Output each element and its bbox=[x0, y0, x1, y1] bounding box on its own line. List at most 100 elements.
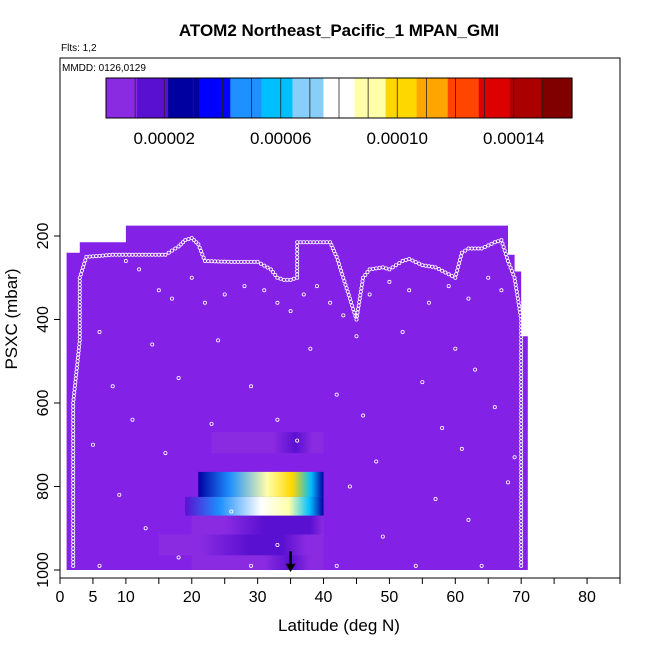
colorbar-cell bbox=[327, 78, 332, 118]
sample-point bbox=[176, 375, 181, 380]
sample-point bbox=[216, 338, 221, 343]
sample-point bbox=[137, 267, 142, 272]
flight-track-point bbox=[459, 250, 464, 255]
colorbar-cell bbox=[117, 78, 123, 118]
colorbar-cell bbox=[331, 78, 336, 118]
colorbar-cell bbox=[420, 78, 426, 118]
colorbar-cell bbox=[509, 78, 515, 118]
colorbar-cell bbox=[490, 78, 495, 118]
sample-point bbox=[407, 288, 412, 293]
flight-track-point bbox=[433, 265, 438, 270]
sample-point bbox=[314, 284, 319, 289]
colorbar-cell bbox=[408, 78, 414, 118]
colorbar-cell bbox=[463, 78, 468, 118]
colorbar-tick-label: 0.00010 bbox=[367, 129, 428, 148]
x-tick-label: 40 bbox=[315, 589, 333, 606]
flight-track-point bbox=[509, 269, 514, 274]
colorbar-cell bbox=[168, 78, 173, 118]
flight-track-point bbox=[351, 307, 356, 312]
flight-track-point bbox=[347, 296, 352, 301]
colorbar-cell bbox=[552, 78, 558, 118]
sample-point bbox=[387, 279, 392, 284]
flight-track-point bbox=[79, 268, 84, 273]
flight-track-point bbox=[519, 563, 524, 568]
flight-track-point bbox=[353, 314, 358, 319]
sample-point bbox=[202, 300, 207, 305]
colorbar-cell bbox=[412, 78, 418, 118]
sample-point bbox=[334, 392, 339, 397]
flight-track-point bbox=[501, 245, 506, 250]
colorbar-cell bbox=[494, 78, 499, 118]
sample-point bbox=[143, 526, 148, 531]
x-tick-label: 5 bbox=[88, 589, 97, 606]
colorbar-cell bbox=[144, 78, 150, 118]
sample-point bbox=[169, 296, 174, 301]
flight-track-point bbox=[198, 249, 203, 254]
sample-point bbox=[486, 275, 491, 280]
sample-point bbox=[361, 413, 366, 418]
anomaly-block bbox=[198, 471, 324, 497]
flight-track-point bbox=[345, 289, 350, 294]
colorbar-tick-label: 0.00006 bbox=[250, 129, 311, 148]
flight-track-point bbox=[508, 265, 513, 270]
sample-point bbox=[446, 284, 451, 289]
colorbar-cell bbox=[164, 78, 169, 118]
sample-point bbox=[97, 563, 102, 568]
colorbar-cell bbox=[125, 78, 130, 118]
colorbar-cell bbox=[529, 78, 534, 118]
chart-title: ATOM2 Northeast_Pacific_1 MPAN_GMI bbox=[179, 21, 499, 40]
colorbar-cell bbox=[381, 78, 387, 118]
colorbar-cell bbox=[234, 78, 239, 118]
flight-track-point bbox=[440, 268, 445, 273]
flight-track-point bbox=[446, 272, 451, 277]
flight-track-point bbox=[507, 262, 512, 267]
x-tick-label: 50 bbox=[381, 589, 399, 606]
colorbar-cell bbox=[187, 78, 193, 118]
flight-track-point bbox=[82, 261, 87, 266]
sample-point bbox=[440, 426, 445, 431]
sample-point bbox=[308, 346, 313, 351]
sample-point bbox=[367, 292, 372, 297]
colorbar-cell bbox=[152, 78, 158, 118]
flight-track-point bbox=[348, 300, 353, 305]
x-axis: 0 5 10 20 30 40 50 60 70 80 bbox=[56, 578, 621, 606]
sample-point bbox=[249, 384, 254, 389]
x-tick-label: 30 bbox=[249, 589, 267, 606]
flight-track-point bbox=[361, 275, 366, 280]
sample-point bbox=[295, 438, 300, 443]
sample-point bbox=[222, 292, 227, 297]
colorbar-cell bbox=[210, 78, 216, 118]
flight-track-point bbox=[169, 248, 174, 253]
flight-track-point bbox=[77, 275, 82, 280]
sample-point bbox=[505, 480, 510, 485]
colorbar-cell bbox=[296, 78, 301, 118]
flight-track-point bbox=[339, 268, 344, 273]
flight-track-point bbox=[482, 244, 487, 249]
flight-track-point bbox=[363, 272, 368, 277]
colorbar-cell bbox=[214, 78, 220, 118]
colorbar-cell bbox=[513, 78, 519, 118]
colorbar-cell bbox=[292, 78, 297, 118]
colorbar-cell bbox=[183, 78, 189, 118]
colorbar-cell bbox=[304, 78, 309, 118]
sample-point bbox=[117, 492, 122, 497]
colorbar-frame bbox=[105, 77, 573, 119]
colorbar-cell bbox=[109, 78, 115, 118]
flight-track-point bbox=[486, 243, 491, 248]
colorbar-cell bbox=[439, 78, 445, 118]
sample-point bbox=[380, 534, 385, 539]
anomaly-block bbox=[191, 515, 324, 535]
colorbar-cell bbox=[203, 78, 208, 118]
x-tick-label: 0 bbox=[56, 589, 65, 606]
flight-track-point bbox=[457, 261, 462, 266]
colorbar-cell bbox=[517, 78, 523, 118]
colorbar-cell bbox=[362, 78, 367, 118]
sample-point bbox=[492, 405, 497, 410]
colorbar-cell bbox=[377, 78, 383, 118]
colorbar-tick-label: 0.00002 bbox=[134, 129, 195, 148]
flight-track-point bbox=[413, 260, 418, 265]
colorbar-cell bbox=[257, 78, 262, 118]
colorbar-cell bbox=[537, 78, 542, 118]
colorbar-cell bbox=[498, 78, 503, 118]
colorbar-cell bbox=[280, 78, 286, 118]
